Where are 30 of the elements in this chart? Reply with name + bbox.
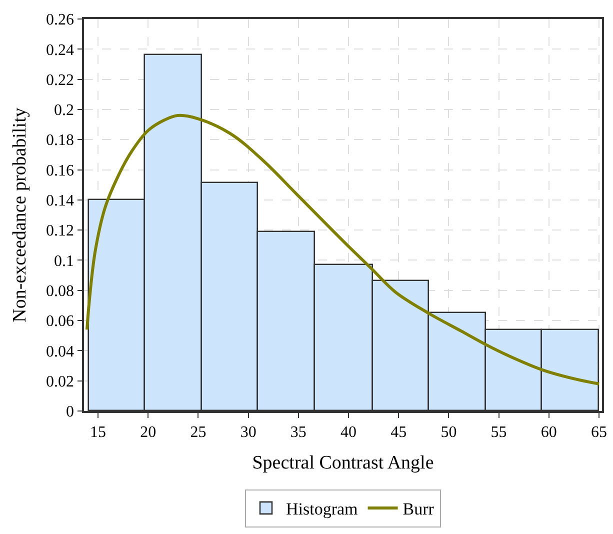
x-tick-label: 65 <box>590 424 607 441</box>
x-tick-label: 45 <box>390 424 407 441</box>
legend-label: Histogram <box>286 500 358 519</box>
y-tick-label: 0.16 <box>46 162 74 180</box>
y-tick-label: 0.22 <box>46 72 74 89</box>
x-tick-label: 20 <box>140 424 156 441</box>
y-tick-label: 0.08 <box>46 282 74 300</box>
y-axis-title: Non-exceedance probability <box>9 107 30 322</box>
y-tick-label: 0.12 <box>46 222 74 240</box>
y-tick-label: 0.06 <box>46 313 74 330</box>
x-tick-label: 15 <box>90 424 106 441</box>
y-tick-label: 0 <box>66 404 74 421</box>
y-tick-label: 0.18 <box>46 132 74 150</box>
y-tick-label: 0.04 <box>46 343 74 360</box>
y-tick-label: 0.1 <box>54 252 74 270</box>
x-tick-label: 60 <box>540 424 557 441</box>
y-tick-label: 0.26 <box>46 12 74 29</box>
x-tick-label: 50 <box>440 424 457 441</box>
x-tick-label: 35 <box>290 424 306 441</box>
legend-label: Burr <box>402 500 434 519</box>
y-tick-label: 0.24 <box>46 42 74 59</box>
line-series <box>86 114 600 386</box>
x-axis-title: Spectral Contrast Angle <box>252 452 434 474</box>
x-tick-label: 40 <box>340 424 357 441</box>
x-tick-label: 55 <box>490 424 507 441</box>
x-tick-label: 30 <box>240 424 256 441</box>
y-tick-label: 0.02 <box>46 373 74 390</box>
y-tick-label: 0.14 <box>46 192 74 210</box>
x-tick-label: 25 <box>190 424 206 441</box>
y-tick-label: 0.2 <box>54 102 74 120</box>
